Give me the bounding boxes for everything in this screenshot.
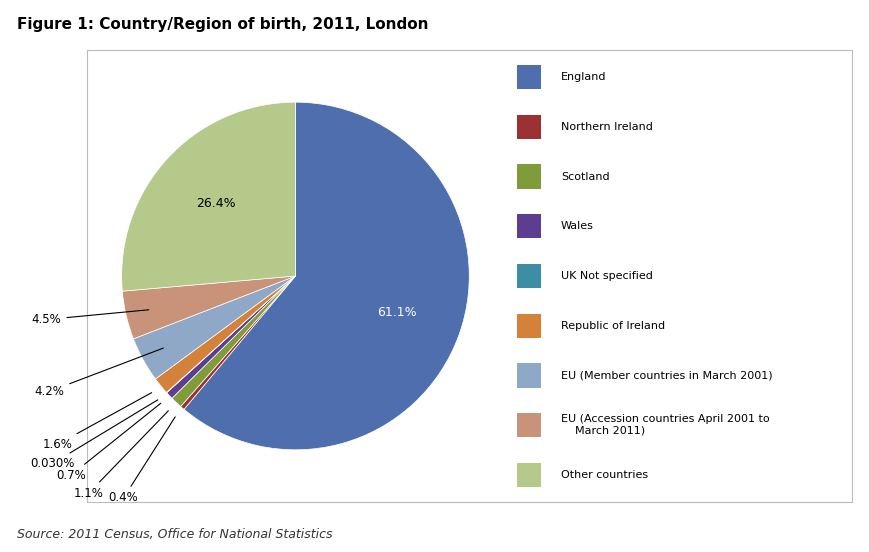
Text: 1.1%: 1.1% [74,411,169,500]
Bar [517,214,541,238]
Text: Scotland: Scotland [561,172,610,182]
Bar [517,115,541,139]
Bar [517,164,541,189]
Text: UK Not specified: UK Not specified [561,271,653,281]
Bar [517,413,541,437]
Wedge shape [123,276,295,339]
Text: Wales: Wales [561,221,594,231]
Bar [517,363,541,388]
Text: Northern Ireland: Northern Ireland [561,122,653,132]
Text: 61.1%: 61.1% [377,306,416,319]
Bar [517,65,541,89]
Wedge shape [167,276,295,392]
Text: EU (Accession countries April 2001 to
    March 2011): EU (Accession countries April 2001 to Ma… [561,414,770,436]
Text: EU (Member countries in March 2001): EU (Member countries in March 2001) [561,370,773,380]
Text: 4.5%: 4.5% [31,310,149,326]
Text: 26.4%: 26.4% [196,197,235,210]
Text: 1.6%: 1.6% [43,392,151,451]
Bar [517,314,541,338]
Text: Figure 1: Country/Region of birth, 2011, London: Figure 1: Country/Region of birth, 2011,… [17,17,429,31]
Bar [517,264,541,288]
Text: 0.4%: 0.4% [109,417,176,505]
Wedge shape [156,276,295,392]
Text: Other countries: Other countries [561,470,648,480]
Wedge shape [122,102,295,291]
Text: England: England [561,72,607,82]
Wedge shape [134,276,295,379]
Text: Republic of Ireland: Republic of Ireland [561,321,666,331]
Wedge shape [167,276,295,398]
Text: 0.7%: 0.7% [56,403,161,482]
Wedge shape [181,276,295,410]
FancyBboxPatch shape [87,50,852,502]
Bar [517,463,541,487]
Wedge shape [184,102,469,450]
Text: 0.030%: 0.030% [30,400,158,470]
Wedge shape [172,276,295,406]
Text: Source: 2011 Census, Office for National Statistics: Source: 2011 Census, Office for National… [17,528,333,541]
Text: 4.2%: 4.2% [35,348,163,398]
